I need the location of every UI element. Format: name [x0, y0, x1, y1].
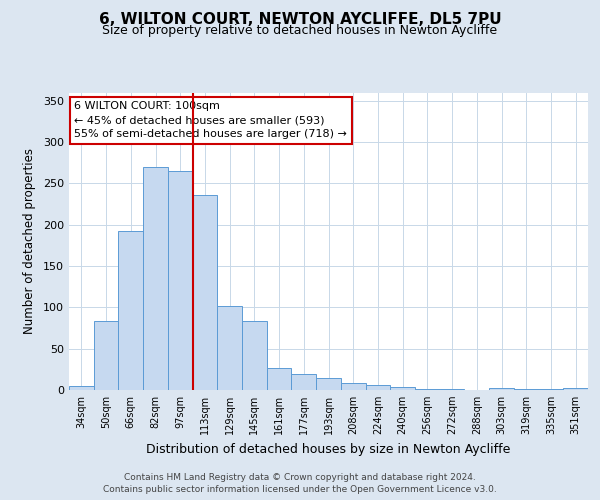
Bar: [539, 389, 563, 390]
Bar: [514, 389, 539, 390]
Text: Contains HM Land Registry data © Crown copyright and database right 2024.: Contains HM Land Registry data © Crown c…: [124, 472, 476, 482]
Bar: [440, 389, 464, 390]
Bar: [563, 388, 588, 390]
Bar: [118, 232, 143, 390]
Bar: [316, 378, 341, 390]
Bar: [365, 385, 390, 390]
Bar: [94, 322, 118, 390]
Text: 6 WILTON COURT: 100sqm
← 45% of detached houses are smaller (593)
55% of semi-de: 6 WILTON COURT: 100sqm ← 45% of detached…: [74, 102, 347, 140]
Text: 6, WILTON COURT, NEWTON AYCLIFFE, DL5 7PU: 6, WILTON COURT, NEWTON AYCLIFFE, DL5 7P…: [98, 12, 502, 28]
Bar: [217, 306, 242, 390]
Bar: [143, 167, 168, 390]
Bar: [69, 386, 94, 390]
Bar: [489, 388, 514, 390]
Bar: [267, 368, 292, 390]
Text: Contains public sector information licensed under the Open Government Licence v3: Contains public sector information licen…: [103, 485, 497, 494]
Bar: [242, 320, 267, 390]
Bar: [390, 386, 415, 390]
Bar: [341, 382, 365, 390]
Bar: [292, 374, 316, 390]
X-axis label: Distribution of detached houses by size in Newton Aycliffe: Distribution of detached houses by size …: [146, 442, 511, 456]
Y-axis label: Number of detached properties: Number of detached properties: [23, 148, 36, 334]
Bar: [168, 171, 193, 390]
Text: Size of property relative to detached houses in Newton Aycliffe: Size of property relative to detached ho…: [103, 24, 497, 37]
Bar: [415, 389, 440, 390]
Bar: [193, 195, 217, 390]
